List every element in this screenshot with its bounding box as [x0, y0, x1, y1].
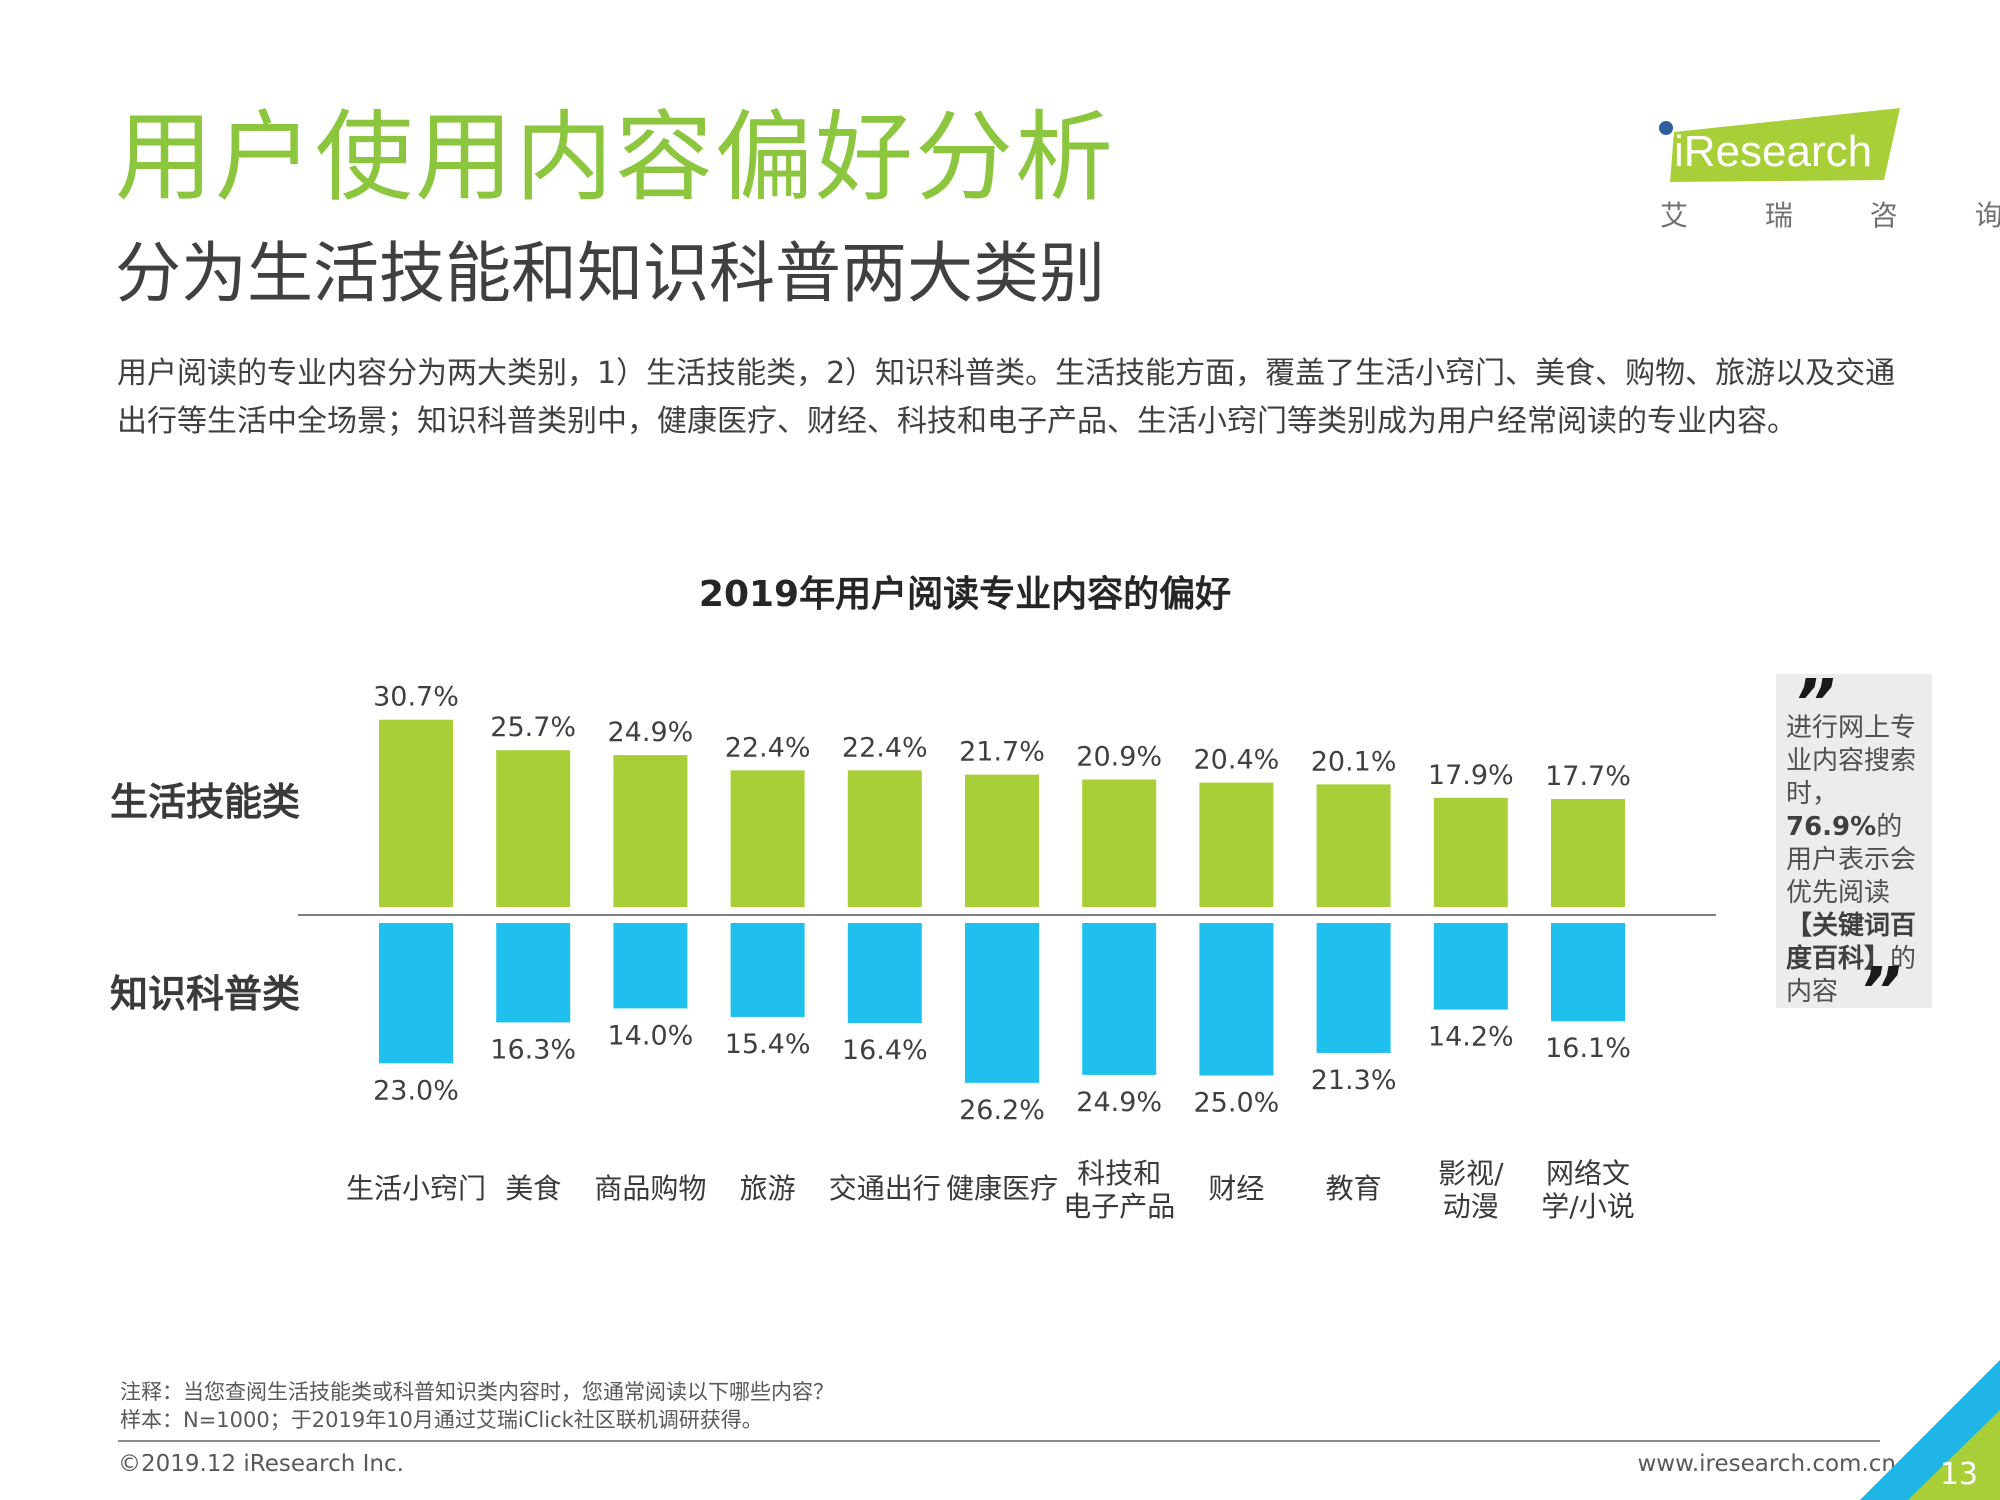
bar-down — [965, 923, 1039, 1083]
category-label: 电子产品 — [1063, 1190, 1175, 1223]
data-label: 14.0% — [608, 1020, 694, 1051]
bar-up — [965, 774, 1039, 907]
data-label: 23.0% — [373, 1075, 459, 1106]
callout-text: 进行网上专业内容搜索时，76.9%的用户表示会优先阅读【关键词百度百科】的内容 — [1786, 712, 1928, 1009]
logo-chinese-name: 艾 瑞 咨 询 — [1660, 199, 2000, 232]
callout-highlight-value: 76.9% — [1786, 812, 1877, 842]
category-label: 科技和 — [1077, 1157, 1161, 1190]
bar-down — [1199, 923, 1274, 1076]
callout-text-after: 的内容 — [1786, 944, 1917, 1007]
bar-down — [1551, 923, 1625, 1022]
logo-graphic: iResearch — [1659, 108, 1900, 182]
category-label: 商品购物 — [594, 1172, 706, 1205]
note-line: 注释：当您查阅生活技能类或科普知识类内容时，您通常阅读以下哪些内容？ — [120, 1380, 834, 1404]
data-label: 24.9% — [1076, 1087, 1162, 1118]
iresearch-logo: iResearch 艾 瑞 咨 询 — [1652, 106, 2000, 236]
bar-up — [496, 750, 571, 907]
category-label: 动漫 — [1443, 1190, 1499, 1223]
page-title: 用户使用内容偏好分析 — [115, 101, 1116, 215]
page-subtitle: 分为生活技能和知识科普两大类别 — [115, 235, 1105, 312]
data-label: 15.4% — [725, 1029, 811, 1060]
logo-wordmark: iResearch — [1674, 127, 1872, 176]
bar-down — [379, 923, 453, 1064]
data-label: 20.9% — [1076, 742, 1162, 773]
callout-text-middle: 的用户表示会优先阅读 — [1786, 812, 1917, 908]
sample-line: 样本：N=1000；于2019年10月通过艾瑞iClick社区联机调研获得。 — [120, 1408, 763, 1432]
data-label: 30.7% — [373, 682, 459, 713]
bar-down — [496, 923, 571, 1023]
data-label: 20.1% — [1311, 746, 1397, 777]
data-label: 25.7% — [490, 712, 576, 743]
category-label: 影视/ — [1438, 1157, 1504, 1190]
category-label: 学/小说 — [1541, 1190, 1634, 1223]
series-label: 知识科普类 — [110, 972, 300, 1016]
footer-divider — [118, 1440, 1880, 1442]
data-label: 21.3% — [1311, 1065, 1397, 1096]
data-label: 20.4% — [1194, 745, 1280, 776]
bar-up — [1199, 782, 1274, 907]
callout-box: ” 进行网上专业内容搜索时，76.9%的用户表示会优先阅读【关键词百度百科】的内… — [1776, 667, 1932, 1024]
data-label: 22.4% — [725, 732, 811, 763]
category-label: 教育 — [1326, 1172, 1382, 1205]
bar-down — [1433, 923, 1508, 1010]
data-label: 26.2% — [959, 1095, 1045, 1126]
bar-up — [1551, 799, 1625, 907]
open-quote-icon: ” — [1794, 667, 1836, 741]
category-label: 生活小窍门 — [346, 1172, 486, 1205]
bar-up — [1433, 797, 1508, 907]
category-label: 旅游 — [740, 1172, 796, 1205]
data-label: 17.7% — [1545, 761, 1631, 792]
category-label: 网络文 — [1546, 1157, 1630, 1190]
bar-up — [613, 755, 688, 907]
description-paragraph: 用户阅读的专业内容分为两大类别，1）生活技能类，2）知识科普类。生活技能方面，覆… — [117, 356, 1896, 439]
bar-down — [847, 923, 922, 1024]
copyright: ©2019.12 iResearch Inc. — [118, 1451, 404, 1477]
bar-up — [1316, 784, 1391, 907]
data-label: 16.1% — [1545, 1033, 1631, 1064]
series-label: 生活技能类 — [110, 780, 300, 824]
category-label: 健康医疗 — [946, 1172, 1058, 1205]
category-label: 财经 — [1208, 1172, 1264, 1205]
bar-down — [730, 923, 805, 1017]
data-label: 25.0% — [1194, 1088, 1280, 1119]
website-link[interactable]: www.iresearch.com.cn — [1637, 1451, 1897, 1477]
callout-highlight-keyword: 【关键词百度百科】 — [1786, 911, 1917, 974]
category-label: 交通出行 — [829, 1172, 941, 1205]
data-label: 14.2% — [1428, 1022, 1514, 1053]
data-label: 17.9% — [1428, 760, 1514, 791]
data-label: 24.9% — [608, 717, 694, 748]
bar-up — [1082, 779, 1157, 907]
chart-title: 2019年用户阅读专业内容的偏好 — [698, 574, 1232, 615]
data-label: 16.4% — [842, 1035, 928, 1066]
bar-down — [1316, 923, 1391, 1053]
data-label: 22.4% — [842, 732, 928, 763]
bar-up — [847, 770, 922, 907]
data-label: 21.7% — [959, 737, 1045, 768]
close-quote-icon: ” — [1860, 955, 1902, 1029]
bar-up — [730, 770, 805, 907]
callout-text-before: 进行网上专业内容搜索时， — [1786, 713, 1917, 809]
page-number: 13 — [1939, 1457, 1978, 1492]
bar-down — [613, 923, 688, 1009]
notes: 注释：当您查阅生活技能类或科普知识类内容时，您通常阅读以下哪些内容？ 样本：N=… — [120, 1378, 834, 1434]
category-label: 美食 — [505, 1172, 561, 1205]
data-label: 16.3% — [490, 1034, 576, 1065]
bar-up — [379, 719, 453, 907]
bar-down — [1082, 923, 1157, 1075]
corner-decoration — [1860, 1360, 2000, 1500]
